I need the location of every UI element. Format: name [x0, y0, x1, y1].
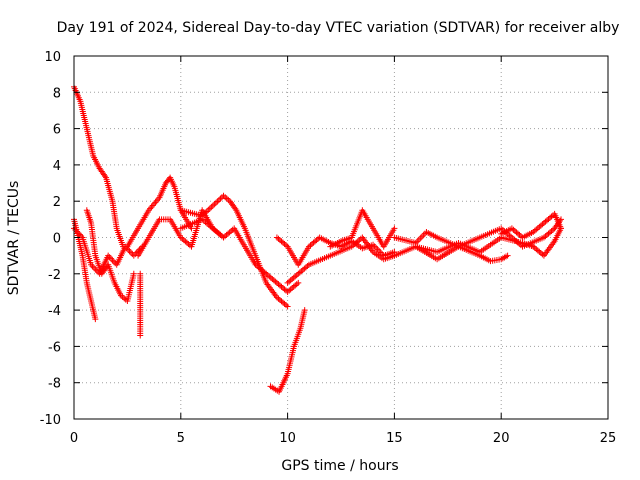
y-tick-label: 6	[53, 123, 61, 138]
axis-ticks: 0 5 10 15 20 25 -10 -8 -6 -4 -2 0 2 4 6 8 10	[40, 50, 617, 446]
x-tick-label: 25	[600, 431, 617, 446]
y-tick-label: 4	[53, 159, 61, 174]
series-track-i	[177, 216, 302, 295]
series-track-m	[327, 207, 398, 250]
y-tick-label: -8	[48, 377, 61, 392]
series-track-j	[267, 307, 308, 395]
series-track-q	[498, 210, 565, 241]
x-tick-label: 5	[177, 431, 185, 446]
data-point	[391, 225, 398, 232]
data-point	[504, 252, 511, 259]
grid	[74, 56, 608, 419]
series-track-c	[83, 207, 137, 305]
data-point	[558, 225, 565, 232]
y-tick-label: 8	[53, 86, 61, 101]
x-tick-label: 20	[493, 431, 510, 446]
data-point	[130, 270, 137, 277]
series-track-p	[412, 225, 565, 259]
data-point	[301, 307, 308, 314]
series-track-l	[284, 234, 398, 286]
chart-title: Day 191 of 2024, Sidereal Day-to-day VTE…	[57, 20, 620, 36]
y-tick-label: -6	[48, 340, 61, 355]
y-tick-label: -4	[48, 304, 61, 319]
data-point	[137, 332, 144, 339]
series-track-e	[137, 270, 144, 339]
x-tick-label: 10	[279, 431, 296, 446]
x-axis-label: GPS time / hours	[281, 458, 398, 474]
data-point	[284, 303, 291, 310]
y-axis-label: SDTVAR / TECUs	[6, 181, 22, 296]
data-point	[295, 279, 302, 286]
y-tick-label: 10	[44, 50, 61, 65]
data-point	[188, 225, 195, 232]
x-tick-label: 0	[70, 431, 78, 446]
x-tick-label: 15	[386, 431, 403, 446]
y-tick-label: -2	[48, 268, 61, 283]
series-track-a	[71, 83, 127, 250]
series-track-h	[177, 192, 291, 310]
y-tick-label: 2	[53, 195, 61, 210]
data-point	[92, 316, 99, 323]
y-tick-label: 0	[53, 232, 61, 247]
y-tick-label: -10	[40, 413, 61, 428]
